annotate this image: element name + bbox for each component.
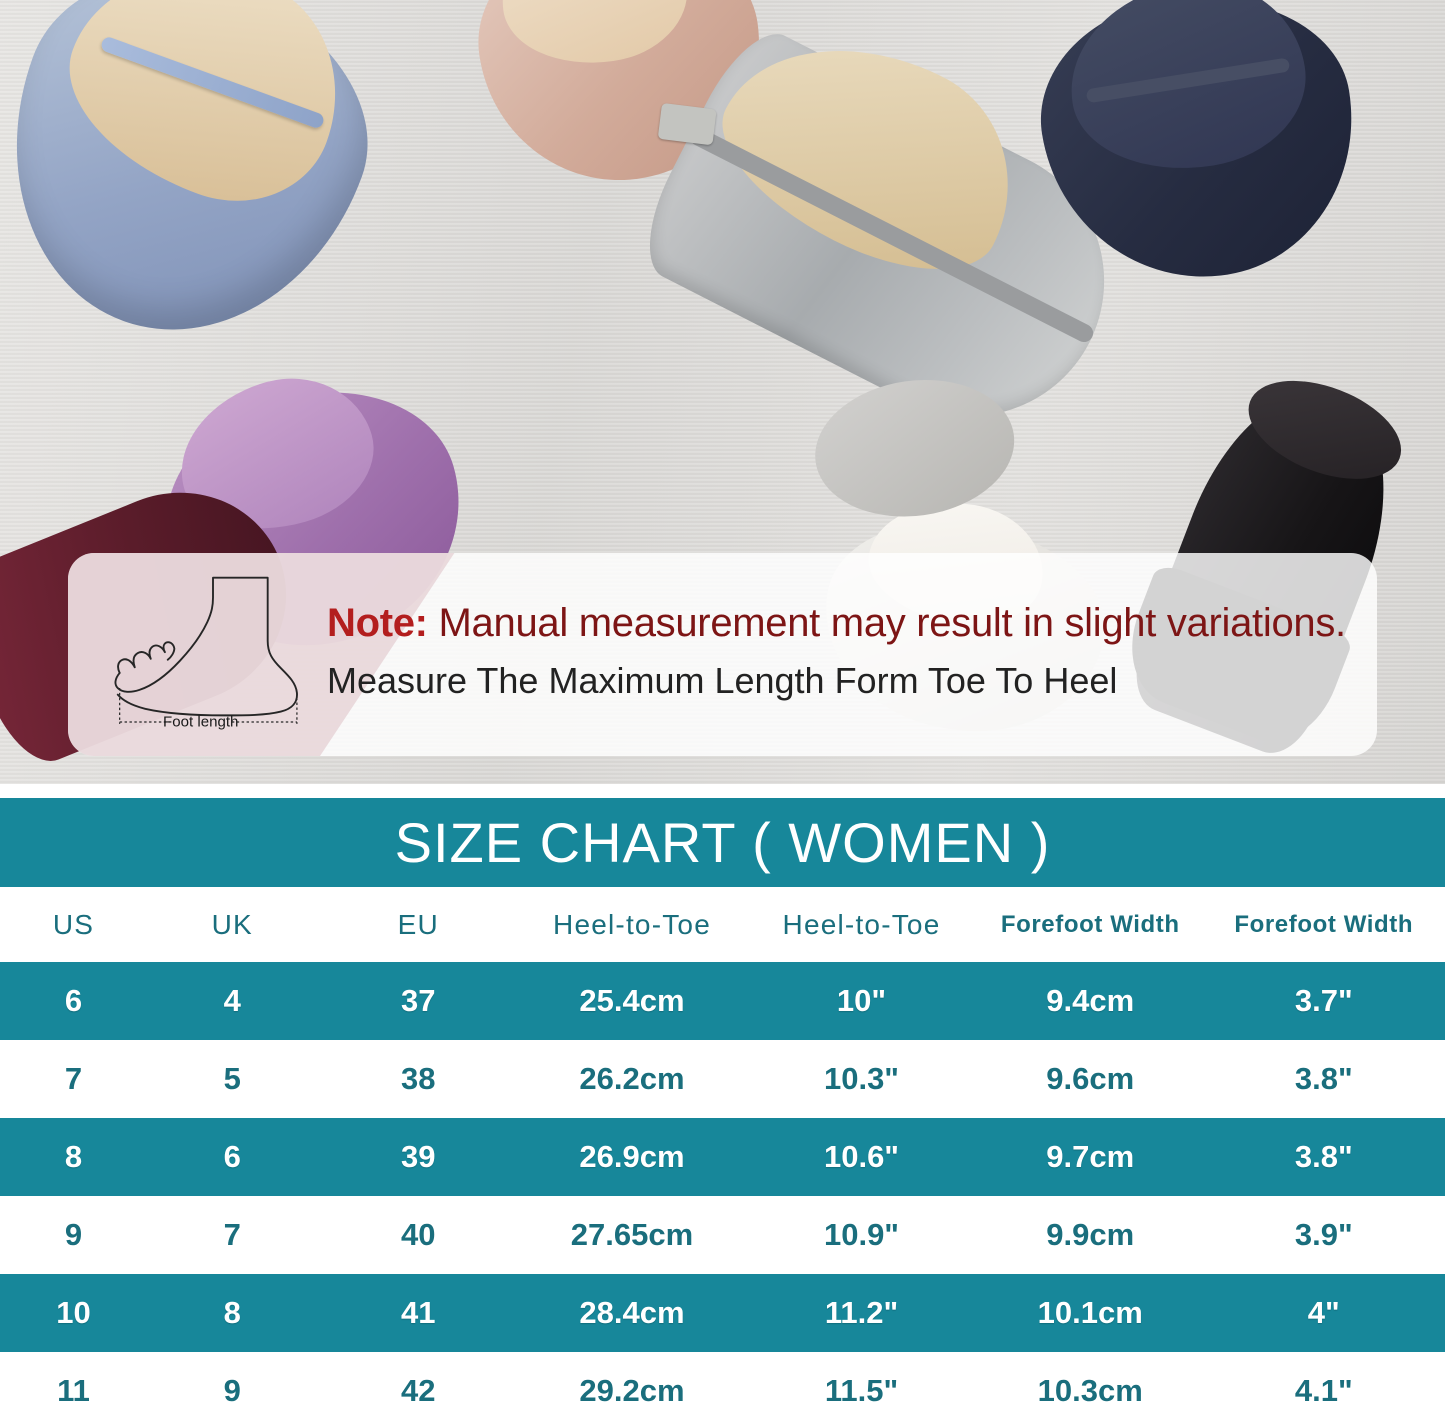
svg-text:Foot length: Foot length (163, 714, 238, 731)
